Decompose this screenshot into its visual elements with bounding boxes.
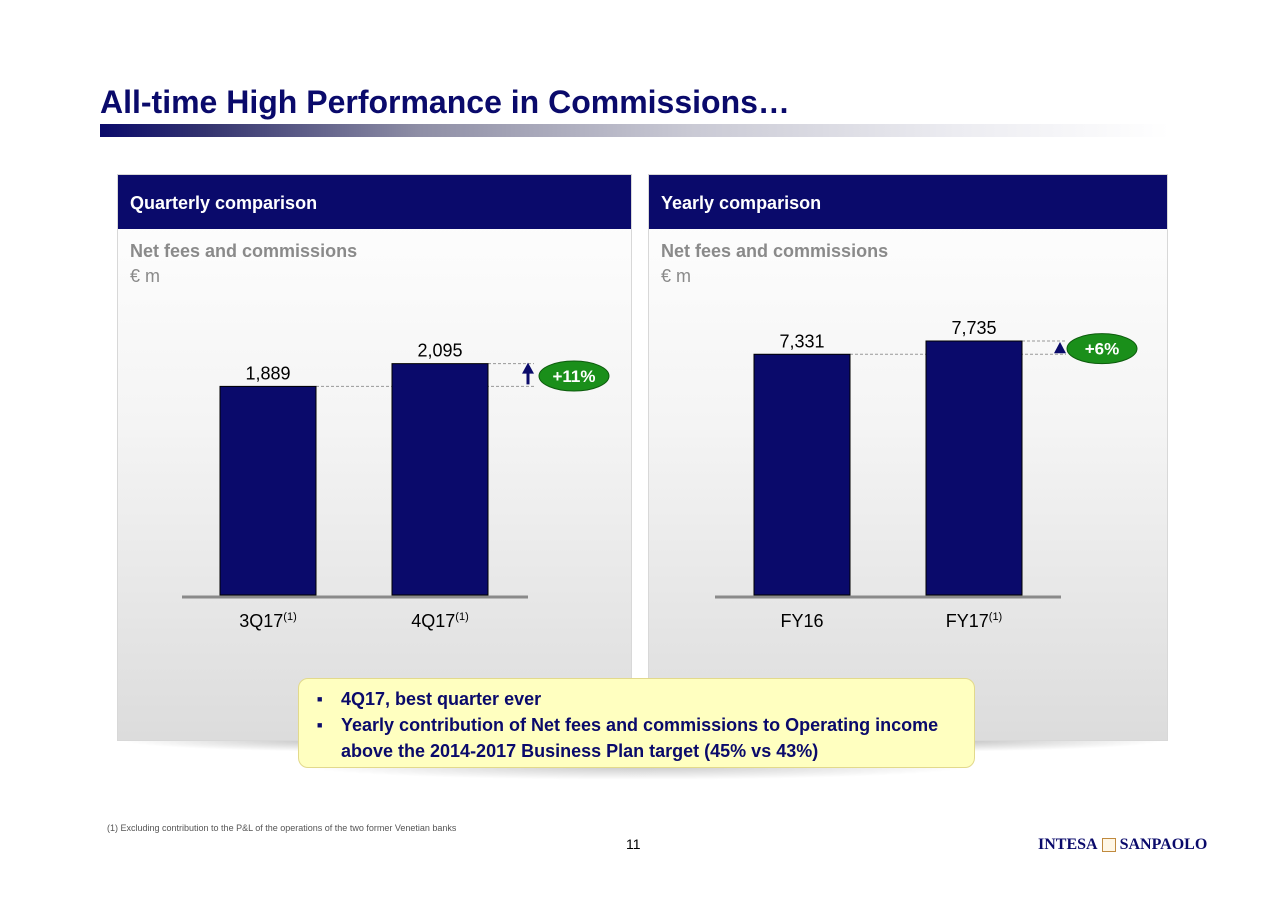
category-label: FY16 xyxy=(780,611,823,631)
quarterly-panel-subtitle: Net fees and commissions € m xyxy=(130,239,357,289)
category-label: FY17(1) xyxy=(946,611,1002,631)
quarterly-unit-label: € m xyxy=(130,266,161,286)
quarterly-panel-header: Quarterly comparison xyxy=(118,175,631,229)
callout-bullet-text: Yearly contribution of Net fees and comm… xyxy=(341,715,939,761)
yearly-panel: Yearly comparison Net fees and commissio… xyxy=(648,174,1168,741)
arrow-up-icon xyxy=(522,362,534,374)
highlights-callout: ■ 4Q17, best quarter ever ■ Yearly contr… xyxy=(298,678,975,768)
title-underline-bar xyxy=(100,124,1170,137)
logo-left-text: INTESA xyxy=(1038,836,1098,853)
yearly-panel-subtitle: Net fees and commissions € m xyxy=(661,239,888,289)
quarterly-bar-chart: 1,889 3Q17(1) 2,095 4Q17(1) +11% xyxy=(182,341,610,631)
square-bullet-icon: ■ xyxy=(317,720,323,730)
change-badge-label: +6% xyxy=(1085,340,1120,359)
yearly-panel-header: Yearly comparison xyxy=(649,175,1167,229)
category-label: 4Q17(1) xyxy=(411,611,469,631)
bar xyxy=(391,363,489,596)
intesa-sanpaolo-logo: INTESA SANPAOLO xyxy=(1038,835,1207,855)
yearly-unit-label: € m xyxy=(661,266,692,286)
bar-value-label: 1,889 xyxy=(245,363,290,383)
bar xyxy=(925,340,1023,596)
quarterly-panel: Quarterly comparison Net fees and commis… xyxy=(117,174,632,741)
callout-bullet: ■ 4Q17, best quarter ever xyxy=(317,686,964,712)
callout-bullet: ■ Yearly contribution of Net fees and co… xyxy=(317,712,964,764)
quarterly-subtitle-text: Net fees and commissions xyxy=(130,241,358,261)
footnote: (1) Excluding contribution to the P&L of… xyxy=(107,823,457,833)
change-badge xyxy=(1066,333,1138,365)
bar-value-label: 7,735 xyxy=(951,318,996,338)
category-label: 3Q17(1) xyxy=(239,611,297,631)
bar-value-label: 2,095 xyxy=(417,341,462,361)
bar-value-label: 7,331 xyxy=(779,331,824,351)
yearly-bar-chart: 7,331 FY16 7,735 FY17(1) +6% xyxy=(715,318,1138,631)
logo-right-text: SANPAOLO xyxy=(1119,836,1208,853)
triangle-up-icon xyxy=(1054,342,1066,354)
yearly-subtitle-text: Net fees and commissions xyxy=(661,241,889,261)
callout-shadow xyxy=(300,766,975,780)
square-bullet-icon: ■ xyxy=(317,694,323,704)
bar xyxy=(753,353,851,596)
change-badge-label: +11% xyxy=(552,367,595,386)
page-number: 11 xyxy=(626,836,641,852)
page-title: All-time High Performance in Commissions… xyxy=(100,84,790,120)
callout-bullet-text: 4Q17, best quarter ever xyxy=(341,689,542,709)
logo-seal-icon xyxy=(1101,838,1116,852)
bar xyxy=(219,385,317,596)
change-badge xyxy=(538,360,610,392)
